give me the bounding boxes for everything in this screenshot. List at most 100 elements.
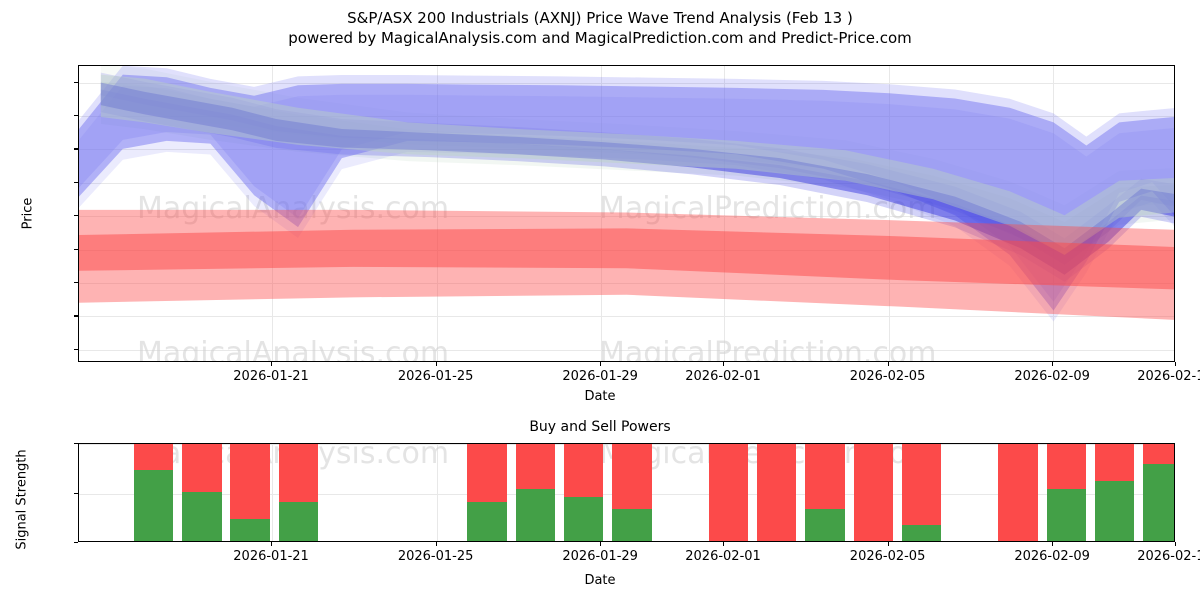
price-y-tick-mark <box>74 148 78 150</box>
buy-power-segment <box>563 497 604 541</box>
bars-x-tick-label: 2026-02-13 <box>1137 549 1200 564</box>
buy-power-segment <box>1094 480 1135 541</box>
signal-bar <box>1143 444 1174 541</box>
signal-bar <box>708 444 749 541</box>
bars-x-tick-mark <box>1052 542 1054 546</box>
sell-power-segment <box>1046 444 1087 489</box>
bars-gridline-v <box>436 444 438 541</box>
sell-power-segment <box>1143 444 1174 464</box>
bars-x-tick-mark <box>600 542 602 546</box>
buy-power-segment <box>901 525 942 541</box>
buy-power-segment <box>1046 488 1087 541</box>
sell-power-segment <box>467 444 507 503</box>
sell-power-segment <box>708 444 749 541</box>
sell-power-segment <box>133 444 174 470</box>
price-y-tick-mark <box>74 281 78 284</box>
price-chart-plot-area: MagicalAnalysis.com MagicalPrediction.co… <box>78 65 1175 362</box>
price-x-tick-mark <box>887 362 889 366</box>
price-gridline-h <box>79 216 1174 218</box>
buy-power-segment <box>1143 463 1174 541</box>
price-gridline-h <box>79 316 1174 318</box>
price-x-tick-mark <box>1052 362 1054 366</box>
signal-bar <box>563 444 604 541</box>
price-y-tick-mark <box>74 81 78 83</box>
signal-bar <box>1046 444 1087 541</box>
signal-bar <box>278 444 319 541</box>
wave-band-2 <box>100 74 1174 255</box>
price-y-tick-mark <box>74 181 78 184</box>
signal-bar <box>230 444 270 541</box>
sell-power-segment <box>515 444 556 489</box>
price-gridline-v <box>601 66 603 361</box>
bars-y-tick-mark <box>74 542 78 544</box>
price-gridline-h <box>79 182 1174 184</box>
price-y-axis-title: Price <box>20 197 36 230</box>
bars-x-tick-mark <box>723 542 725 546</box>
page-subtitle: powered by MagicalAnalysis.com and Magic… <box>288 29 912 47</box>
bars-y-tick-mark <box>74 443 78 445</box>
bars-gridline-v <box>272 444 274 541</box>
buy-power-segment <box>133 469 174 541</box>
bars-x-tick-mark <box>435 542 437 546</box>
buy-power-segment <box>515 488 556 541</box>
price-y-tick-mark <box>74 215 78 217</box>
signal-bar <box>133 444 174 541</box>
bars-y-axis-title: Signal Strength <box>14 449 30 550</box>
signal-bar <box>756 444 797 541</box>
price-gridline-h <box>79 82 1174 84</box>
signal-bar <box>901 444 942 541</box>
signal-bar <box>612 444 652 541</box>
sell-power-segment <box>182 444 222 492</box>
price-gridline-v <box>1053 66 1055 361</box>
sell-power-segment <box>230 444 270 520</box>
title-block: S&P/ASX 200 Industrials (AXNJ) Price Wav… <box>0 8 1200 48</box>
price-gridline-v <box>272 66 274 361</box>
price-x-tick-label: 2026-02-05 <box>849 369 926 384</box>
wave-band-halo-0 <box>79 66 1174 302</box>
price-x-tick-label: 2026-02-13 <box>1137 369 1200 384</box>
bars-x-tick-mark <box>887 542 889 546</box>
price-y-tick-mark <box>74 348 78 350</box>
wave-band-halo-2 <box>100 81 1174 262</box>
price-x-axis-title: Date <box>584 389 616 404</box>
sell-power-segment <box>612 444 652 510</box>
bars-chart-plot-area: MagicalAnalysis.com MagicalPrediction.co… <box>78 443 1175 542</box>
price-x-tick-label: 2026-01-29 <box>562 369 638 384</box>
signal-bar <box>1094 444 1135 541</box>
buy-power-segment <box>467 502 507 541</box>
sell-power-segment <box>998 444 1038 541</box>
bars-x-axis-title: Date <box>584 573 616 588</box>
price-wave-bands <box>79 66 1174 322</box>
buy-power-segment <box>182 491 222 541</box>
buy-power-segment <box>805 509 845 541</box>
price-y-tick-mark <box>74 115 78 117</box>
price-gridline-v <box>724 66 725 361</box>
price-y-tick-mark <box>74 248 78 250</box>
buy-power-segment <box>278 502 319 541</box>
price-x-tick-mark <box>723 362 725 366</box>
sell-power-segment <box>278 444 319 503</box>
wave-band-4 <box>79 228 1174 290</box>
buy-power-segment <box>612 509 652 541</box>
price-x-tick-mark <box>600 362 602 366</box>
price-gridline-v <box>436 66 438 361</box>
price-x-tick-mark <box>271 362 273 366</box>
sell-power-segment <box>901 444 942 526</box>
sell-power-segment <box>756 444 797 541</box>
signal-bar <box>853 444 893 541</box>
bars-x-tick-label: 2026-01-25 <box>397 549 474 564</box>
price-x-tick-label: 2026-01-21 <box>233 369 309 384</box>
price-x-tick-mark <box>435 362 437 366</box>
signal-bar <box>998 444 1038 541</box>
bars-x-tick-label: 2026-01-29 <box>562 549 638 564</box>
sell-power-segment <box>563 444 604 498</box>
wave-band-halo2-1 <box>100 72 1174 265</box>
signal-bar <box>467 444 507 541</box>
wave-band-1 <box>100 82 1174 275</box>
bars-x-tick-label: 2026-02-01 <box>685 549 761 564</box>
price-x-tick-label: 2026-02-01 <box>685 369 761 384</box>
bars-x-tick-mark <box>271 542 273 546</box>
signal-bar <box>182 444 222 541</box>
price-gridline-h <box>79 282 1174 284</box>
